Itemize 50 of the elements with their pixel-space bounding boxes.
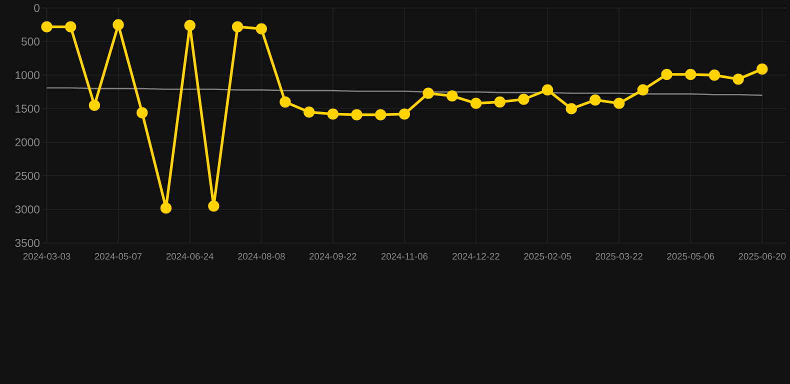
point: [398, 108, 410, 120]
point: [256, 23, 267, 34]
point: [375, 109, 386, 120]
point: [88, 100, 100, 111]
point: [280, 96, 291, 108]
point: [446, 90, 458, 102]
point: [232, 21, 244, 32]
x-tick-label: 2025-05-06: [667, 253, 714, 260]
point: [732, 74, 744, 85]
x-tick-label: 2024-05-07: [94, 253, 142, 260]
point: [637, 84, 649, 96]
y-tick-label: 2000: [15, 138, 40, 146]
y-tick-label: 500: [22, 38, 40, 46]
point: [136, 107, 148, 118]
point: [112, 19, 124, 30]
point: [470, 98, 482, 109]
point: [590, 94, 601, 106]
y-tick-label: 3500: [15, 238, 40, 247]
x-tick-label: 2024-12-22: [452, 253, 500, 260]
point: [303, 106, 315, 118]
point: [542, 84, 554, 96]
point: [661, 68, 672, 80]
point: [160, 202, 172, 214]
point: [518, 94, 530, 105]
x-tick-label: 2024-06-24: [166, 253, 214, 260]
x-tick-label: 2024-09-22: [310, 253, 356, 260]
point: [184, 20, 196, 32]
point: [422, 88, 434, 99]
point: [566, 103, 577, 114]
point: [494, 96, 506, 108]
x-tick-label: 2025-03-22: [596, 253, 642, 260]
y-tick-label: 1500: [16, 104, 40, 113]
point: [65, 21, 76, 32]
x-tick-label: 2025-02-05: [524, 253, 571, 260]
point: [208, 200, 220, 212]
point: [708, 70, 720, 81]
x-tick-label: 2024-11-06: [381, 253, 428, 260]
point: [756, 63, 768, 75]
x-tick-label: 2025-06-20: [738, 253, 786, 260]
point: [685, 68, 696, 80]
x-tick-label: 2024-03-03: [23, 253, 70, 260]
point: [613, 98, 625, 109]
point: [327, 108, 339, 120]
x-tick-label: 2024-08-08: [238, 253, 285, 260]
y-tick-label: 2500: [15, 172, 40, 180]
point: [351, 109, 362, 120]
y-tick-label: 0: [34, 4, 40, 12]
y-tick-label: 3000: [15, 205, 40, 214]
point: [41, 21, 52, 32]
y-tick-label: 1000: [16, 71, 40, 80]
